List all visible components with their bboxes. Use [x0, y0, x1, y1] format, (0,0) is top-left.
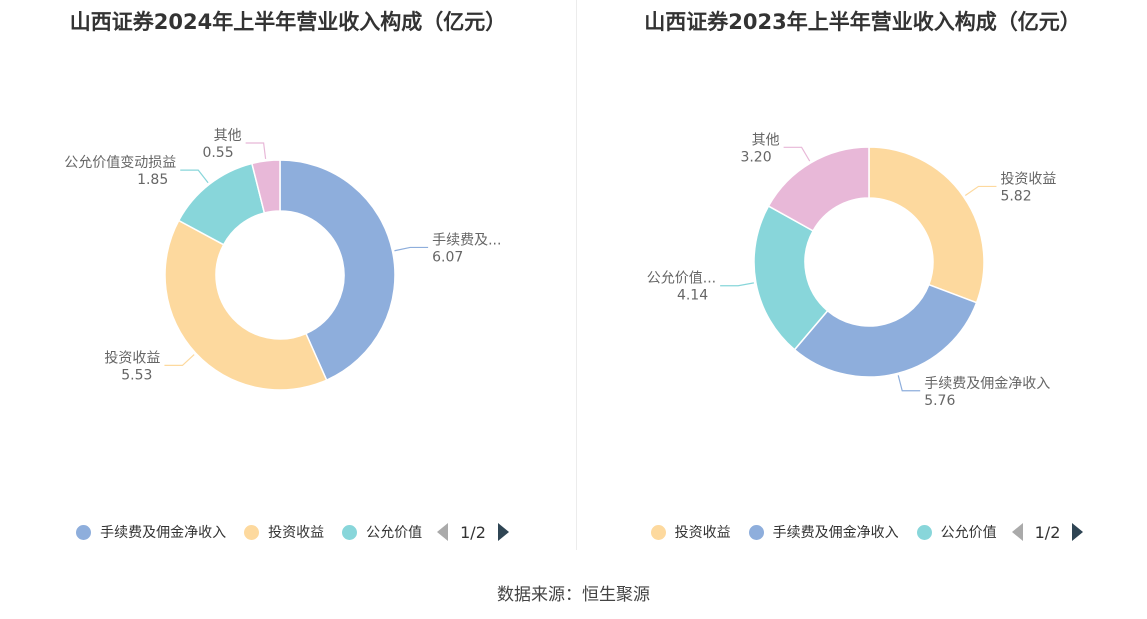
legend-item-2023-2[interactable]: 公允价值 — [916, 522, 997, 542]
pager-page-text: 1/2 — [1034, 522, 1061, 542]
slice-value-2023-3: 3.20 — [740, 149, 771, 165]
slice-label-2024-3: 其他 — [214, 128, 242, 144]
slice-2023-1[interactable] — [793, 283, 978, 378]
pager-prev-icon[interactable] — [1011, 523, 1023, 541]
leader-line-2023-3 — [783, 146, 811, 162]
chart-title-2023: 山西证券2023年上半年营业收入构成（亿元） — [644, 10, 1081, 34]
legend-dot-icon — [76, 524, 92, 540]
slice-2023-0[interactable] — [868, 146, 985, 304]
chart-title-2024: 山西证券2024年上半年营业收入构成（亿元） — [69, 10, 507, 34]
slice-2024-1[interactable] — [164, 219, 328, 391]
legend-label: 手续费及佣金净收入 — [100, 525, 227, 541]
legend-dot-icon — [342, 524, 358, 540]
leader-line-2024-2 — [180, 169, 209, 184]
legend-pager-2024: 1/2 — [437, 523, 509, 542]
slice-2024-3[interactable] — [250, 159, 281, 214]
slice-label-2024-0: 手续费及... — [432, 231, 501, 248]
slice-label-2024-1: 投资收益 — [104, 350, 160, 366]
legend-item-2023-0[interactable]: 投资收益 — [650, 522, 731, 542]
legend-label: 手续费及佣金净收入 — [772, 525, 899, 541]
slice-label-2023-1: 手续费及佣金净收入 — [924, 375, 1050, 392]
legend-pager-2023: 1/2 — [1011, 522, 1084, 542]
legend-label: 公允价值 — [366, 525, 423, 541]
slice-value-2024-2: 1.85 — [137, 172, 168, 188]
legend-2023: 投资收益 手续费及佣金净收入 公允价值 1/2 — [578, 518, 1147, 546]
slice-label-2023-3: 其他 — [752, 132, 780, 148]
slice-2024-0[interactable] — [279, 159, 396, 382]
data-source: 数据来源：恒生聚源 — [497, 585, 650, 605]
slice-label-2023-0: 投资收益 — [1000, 171, 1056, 187]
leader-line-2023-1 — [897, 375, 921, 392]
legend-item-2023-1[interactable]: 手续费及佣金净收入 — [748, 522, 899, 542]
slice-value-2023-2: 4.14 — [677, 288, 708, 304]
pager-page-text: 1/2 — [460, 522, 486, 542]
leader-line-2023-0 — [964, 185, 997, 197]
slice-2023-3[interactable] — [767, 146, 870, 232]
legend-label: 投资收益 — [268, 525, 325, 541]
chart-panel-2024: 山西证券2024年上半年营业收入构成（亿元） 手续费及... 6.07 投资收益 5.… — [0, 0, 576, 550]
slice-label-2023-2: 公允价值... — [647, 271, 716, 287]
legend-item-2024-2[interactable]: 公允价值 — [342, 522, 422, 542]
leader-line-2024-3 — [245, 142, 267, 159]
legend-dot-icon — [916, 524, 932, 540]
legend-label: 公允价值 — [940, 525, 997, 541]
chart-panel-2023: 山西证券2023年上半年营业收入构成（亿元） 投资收益 5.82 手续费及佣金净收入… — [578, 0, 1147, 550]
leader-line-2024-0 — [394, 246, 429, 252]
panel-divider — [576, 0, 577, 550]
slice-value-2023-0: 5.82 — [1000, 188, 1031, 204]
legend-2024: 手续费及佣金净收入 投资收益 公允价值 1/2 — [0, 518, 576, 546]
slice-value-2024-3: 0.55 — [202, 145, 233, 161]
pager-next-icon[interactable] — [1072, 523, 1084, 541]
slice-value-2024-0: 6.07 — [432, 249, 463, 265]
leader-line-2023-2 — [720, 282, 754, 287]
slice-value-2023-1: 5.76 — [924, 393, 955, 409]
slice-value-2024-1: 5.53 — [121, 367, 152, 383]
legend-dot-icon — [748, 524, 764, 540]
leader-line-2024-1 — [164, 354, 195, 366]
pager-prev-icon[interactable] — [437, 523, 449, 541]
pager-next-icon[interactable] — [497, 523, 509, 541]
legend-label: 投资收益 — [674, 525, 731, 541]
legend-dot-icon — [650, 524, 666, 540]
slice-label-2024-2: 公允价值变动损益 — [64, 155, 176, 171]
legend-dot-icon — [244, 524, 260, 540]
legend-item-2024-1[interactable]: 投资收益 — [244, 522, 324, 542]
legend-item-2024-0[interactable]: 手续费及佣金净收入 — [76, 522, 226, 542]
